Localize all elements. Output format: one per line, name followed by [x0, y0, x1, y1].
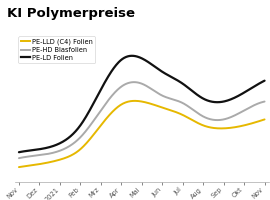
Legend: PE-LLD (C4) Folien, PE-HD Blasfolien, PE-LD Folien: PE-LLD (C4) Folien, PE-HD Blasfolien, PE…: [18, 36, 95, 63]
Text: KI Polymerpreise: KI Polymerpreise: [7, 7, 135, 20]
Text: © 2021 Kunststoff Information, Bad Homburg - www.kiweb.de: © 2021 Kunststoff Information, Bad Hombu…: [7, 190, 170, 195]
